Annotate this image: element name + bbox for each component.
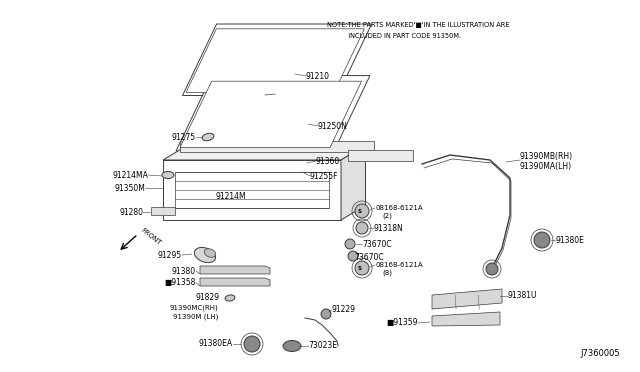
Text: S: S: [358, 208, 362, 214]
Text: 08168-6121A: 08168-6121A: [375, 262, 422, 268]
Circle shape: [348, 251, 358, 261]
Text: 73023E: 73023E: [308, 341, 337, 350]
Polygon shape: [348, 150, 413, 161]
Text: 91214M: 91214M: [216, 192, 246, 201]
Polygon shape: [200, 278, 270, 286]
Text: 91380E: 91380E: [556, 235, 585, 244]
Polygon shape: [163, 145, 365, 160]
Polygon shape: [151, 207, 175, 215]
Ellipse shape: [162, 171, 174, 179]
Polygon shape: [186, 29, 364, 93]
Text: 91255F: 91255F: [310, 171, 339, 180]
Text: S: S: [358, 266, 362, 270]
Text: 91229: 91229: [332, 305, 356, 314]
Circle shape: [355, 204, 369, 218]
Polygon shape: [432, 312, 500, 326]
Text: INCLUDED IN PART CODE 91350M.: INCLUDED IN PART CODE 91350M.: [327, 33, 461, 39]
Polygon shape: [176, 76, 370, 151]
Text: 08168-6121A: 08168-6121A: [375, 205, 422, 211]
Text: 91295: 91295: [158, 250, 182, 260]
Text: FRONT: FRONT: [140, 227, 163, 247]
Text: 91360: 91360: [316, 157, 340, 166]
Polygon shape: [432, 289, 502, 309]
Ellipse shape: [283, 340, 301, 352]
Text: ■91359: ■91359: [387, 318, 418, 327]
Ellipse shape: [195, 247, 216, 263]
Circle shape: [356, 222, 368, 234]
Polygon shape: [341, 145, 365, 220]
Polygon shape: [182, 24, 372, 96]
Circle shape: [534, 232, 550, 248]
Text: 73670C: 73670C: [354, 253, 383, 263]
Text: 91390MA(LH): 91390MA(LH): [520, 161, 572, 170]
Text: J7360005: J7360005: [580, 349, 620, 358]
Ellipse shape: [202, 133, 214, 141]
Polygon shape: [180, 81, 362, 148]
Text: ■91358: ■91358: [164, 279, 196, 288]
Polygon shape: [175, 172, 329, 208]
Text: 91390MC(RH): 91390MC(RH): [169, 305, 218, 311]
Text: 91318N: 91318N: [374, 224, 404, 232]
Text: 91380: 91380: [172, 266, 196, 276]
Circle shape: [355, 261, 369, 275]
Text: NOTE:THE PARTS MARKED'■'IN THE ILLUSTRATION ARE: NOTE:THE PARTS MARKED'■'IN THE ILLUSTRAT…: [327, 22, 509, 28]
Text: 91214MA: 91214MA: [112, 170, 148, 180]
Text: 91210: 91210: [306, 71, 330, 80]
Text: 91350M: 91350M: [114, 183, 145, 192]
Text: 91280: 91280: [119, 208, 143, 217]
Polygon shape: [163, 160, 341, 220]
Text: (2): (2): [382, 213, 392, 219]
Circle shape: [321, 309, 331, 319]
Text: 91381U: 91381U: [508, 292, 538, 301]
Polygon shape: [200, 266, 270, 274]
Circle shape: [486, 263, 498, 275]
Text: 91380EA: 91380EA: [199, 340, 233, 349]
Text: 91829: 91829: [196, 294, 220, 302]
Circle shape: [345, 239, 355, 249]
Text: 91390MB(RH): 91390MB(RH): [520, 151, 573, 160]
Polygon shape: [179, 141, 374, 152]
Circle shape: [244, 336, 260, 352]
Text: 91275: 91275: [172, 132, 196, 141]
Text: (8): (8): [382, 270, 392, 276]
Ellipse shape: [225, 295, 235, 301]
Text: 73670C: 73670C: [362, 240, 392, 248]
Ellipse shape: [204, 249, 216, 257]
Text: 91250N: 91250N: [318, 122, 348, 131]
Text: 91390M (LH): 91390M (LH): [173, 314, 218, 320]
